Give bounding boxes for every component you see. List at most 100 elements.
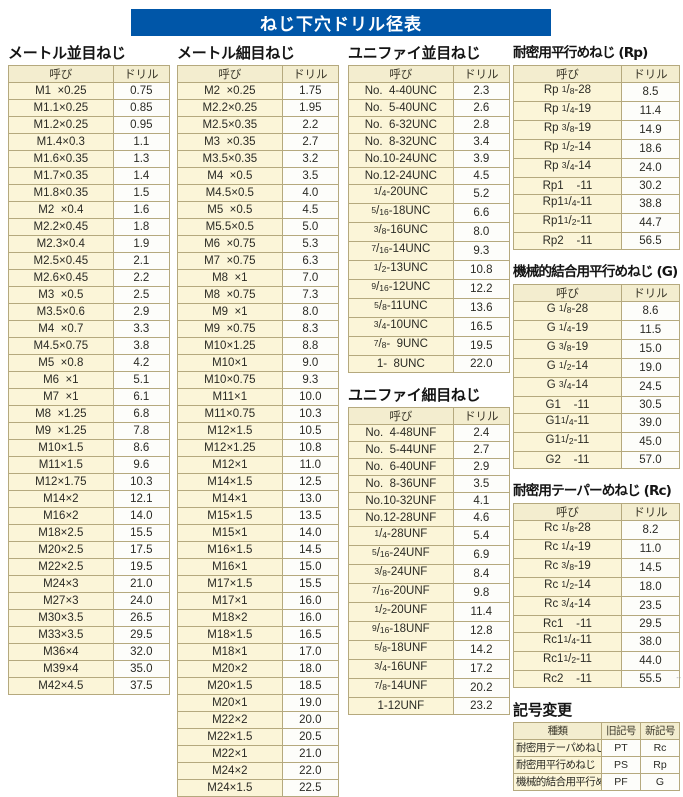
column-header-drill: ドリル <box>452 65 511 83</box>
cell-drill-diameter: 1.8 <box>112 218 171 236</box>
cell-drill-diameter: 12.8 <box>452 621 511 641</box>
cell-drill-diameter: 3.3 <box>112 320 171 338</box>
section-title-unified-fine: ユニファイ細目ねじ <box>348 386 481 404</box>
cell-drill-diameter: 5.4 <box>452 526 511 546</box>
cell-designation: M20×1.5 <box>177 677 283 695</box>
cell-designation: M2.2×0.25 <box>177 99 283 117</box>
cell-designation: M2 ×0.4 <box>8 201 114 219</box>
cell-designation: M11×1 <box>177 388 283 406</box>
column-header-name: 呼び <box>177 65 283 83</box>
cell-designation: 5/8-11UNC <box>348 298 454 318</box>
corner-mark: -- <box>676 675 681 682</box>
section-title-rp: 耐密用平行めねじ (Rp) <box>513 45 648 61</box>
cell-drill-diameter: 0.95 <box>112 116 171 134</box>
table-row: M22×2 20.0 <box>177 711 340 729</box>
cell-drill-diameter: 18.6 <box>620 139 681 159</box>
table-row: G 1/2-14 19.0 <box>513 358 681 378</box>
symbol-change-header-0: 種類 <box>513 722 602 740</box>
cell-designation: M7 ×0.75 <box>177 252 283 270</box>
cell-designation: 1/2-20UNF <box>348 602 454 622</box>
table-row: M20×2 18.0 <box>177 660 340 678</box>
table-row: M2.5×0.45 2.1 <box>8 252 171 270</box>
column-header-drill: ドリル <box>620 503 681 521</box>
table-row: M8 ×0.75 7.3 <box>177 286 340 304</box>
table-row: M14×2 12.1 <box>8 490 171 508</box>
cell-designation: 7/16-14UNC <box>348 241 454 261</box>
table-row: M15×1.5 13.5 <box>177 507 340 525</box>
table-row: M22×1.5 20.5 <box>177 728 340 746</box>
table-row: M11×1.5 9.6 <box>8 456 171 474</box>
table-row: 機械的結合用平行めねじPFG <box>513 773 681 791</box>
table-row: M20×1 19.0 <box>177 694 340 712</box>
cell-designation: M17×1.5 <box>177 575 283 593</box>
table-unified-coarse: 呼び ドリル No. 4-40UNC 2.3 No. 5-40UNC 2.6 No. 6-3… <box>348 65 511 373</box>
cell-designation: M7 ×1 <box>8 388 114 406</box>
cell-drill-diameter: 20.2 <box>452 678 511 698</box>
table-row: M18×1 17.0 <box>177 643 340 661</box>
cell-designation: Rc 1/4-19 <box>513 539 622 559</box>
symbol-change-header-2: 新記号 <box>639 722 681 740</box>
table-row: M3 ×0.5 2.5 <box>8 286 171 304</box>
cell-designation: M22×2.5 <box>8 558 114 576</box>
table-row: M3 ×0.35 2.7 <box>177 133 340 151</box>
cell-drill-diameter: 16.0 <box>281 609 340 627</box>
table-row: M1.6×0.35 1.3 <box>8 150 171 168</box>
cell-drill-diameter: 8.4 <box>452 564 511 584</box>
table-row: M16×2 14.0 <box>8 507 171 525</box>
table-row: M42×4.5 37.5 <box>8 677 171 695</box>
cell-designation: M8 ×0.75 <box>177 286 283 304</box>
table-row: M12×1.5 10.5 <box>177 422 340 440</box>
table-row: G 1/8-28 8.6 <box>513 301 681 321</box>
cell-drill-diameter: 10.8 <box>452 260 511 280</box>
cell-designation: M16×2 <box>8 507 114 525</box>
column-header-drill: ドリル <box>620 65 681 83</box>
cell-designation: M6 ×0.75 <box>177 235 283 253</box>
cell-drill-diameter: 57.0 <box>620 451 681 469</box>
cell-drill-diameter: 10.3 <box>281 405 340 423</box>
cell-drill-diameter: 2.2 <box>112 269 171 287</box>
cell-designation: G2 -11 <box>513 451 622 469</box>
column-header-name: 呼び <box>513 284 622 302</box>
cell-drill-diameter: 4.2 <box>112 354 171 372</box>
table-row: M8 ×1.25 6.8 <box>8 405 171 423</box>
cell-designation: M12×1.5 <box>177 422 283 440</box>
table-row: M12×1.75 10.3 <box>8 473 171 491</box>
cell-designation: 1-12UNF <box>348 697 454 715</box>
cell-drill-diameter: 22.5 <box>281 779 340 797</box>
table-row: G1 -11 30.5 <box>513 396 681 414</box>
cell-drill-diameter: 29.5 <box>112 626 171 644</box>
section-title-metric-fine: メートル細目ねじ <box>177 44 295 62</box>
table-row: No.12-24UNC 4.5 <box>348 167 511 185</box>
table-row: No. 5-44UNF 2.7 <box>348 441 511 459</box>
cell-designation: No. 6-32UNC <box>348 116 454 134</box>
table-row: 7/8-14UNF 20.2 <box>348 678 511 698</box>
cell-designation: M12×1.25 <box>177 439 283 457</box>
column-header-name: 呼び <box>513 503 622 521</box>
cell-drill-diameter: 2.1 <box>112 252 171 270</box>
cell-drill-diameter: 8.8 <box>281 337 340 355</box>
table-row: M36×4 32.0 <box>8 643 171 661</box>
cell-designation: G1 -11 <box>513 396 622 414</box>
table-row: 1/2-20UNF 11.4 <box>348 602 511 622</box>
cell-drill-diameter: 4.5 <box>452 167 511 185</box>
cell-thread-kind: 耐密用平行めねじ <box>513 756 602 774</box>
cell-designation: M3.5×0.6 <box>8 303 114 321</box>
table-row: M10×1.25 8.8 <box>177 337 340 355</box>
table-row: Rc1 -11 29.5 <box>513 615 681 633</box>
table-row: 5/16-18UNC 6.6 <box>348 203 511 223</box>
column-pipe-threads: 耐密用平行めねじ (Rp) 呼び ドリル Rp 1/8-28 8.5 Rp 1/4-19… <box>513 43 681 791</box>
cell-designation: No. 5-40UNC <box>348 99 454 117</box>
cell-new-symbol: Rp <box>639 756 681 774</box>
cell-drill-diameter: 11.4 <box>620 101 681 121</box>
table-row: 7/16-14UNC 9.3 <box>348 241 511 261</box>
cell-old-symbol: PS <box>600 756 641 774</box>
table-row: M20×1.5 18.5 <box>177 677 340 695</box>
cell-drill-diameter: 2.4 <box>452 424 511 442</box>
screw-pilot-hole-drill-chart: ねじ下穴ドリル径表 メートル並目ねじ 呼び ドリル M1 ×0.25 0.75 M1.1… <box>8 9 681 797</box>
cell-drill-diameter: 16.0 <box>281 592 340 610</box>
cell-drill-diameter: 21.0 <box>281 745 340 763</box>
cell-drill-diameter: 19.0 <box>620 358 681 378</box>
cell-designation: G11/4-11 <box>513 413 622 433</box>
cell-drill-diameter: 9.6 <box>112 456 171 474</box>
cell-designation: M3 ×0.5 <box>8 286 114 304</box>
